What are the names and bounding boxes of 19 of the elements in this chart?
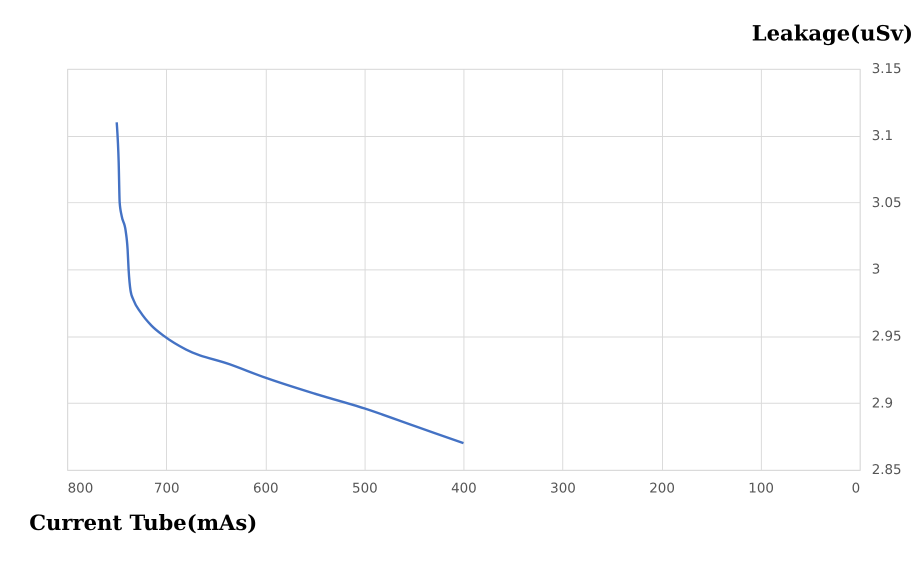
y-tick-label: 3.1 xyxy=(872,128,894,144)
y-tick-label: 2.9 xyxy=(872,396,894,412)
y-tick-label: 2.95 xyxy=(872,330,902,345)
y-tick-label: 3.05 xyxy=(872,196,902,211)
x-tick-label: 700 xyxy=(154,481,180,496)
line-series xyxy=(116,121,465,444)
x-tick-label: 0 xyxy=(852,481,860,496)
y-tick-label: 2.85 xyxy=(872,463,902,478)
x-tick-label: 300 xyxy=(550,481,576,496)
x-tick-label: 500 xyxy=(352,481,378,496)
x-tick-label: 600 xyxy=(252,481,279,496)
y-tick-label: 3 xyxy=(872,262,880,278)
x-tick-label: 800 xyxy=(68,481,94,496)
x-axis-title: Current Tube(mAs) xyxy=(29,510,258,535)
x-tick-label: 100 xyxy=(748,481,774,496)
x-tick-label: 400 xyxy=(451,481,477,496)
y-tick-label: 3.15 xyxy=(872,62,902,78)
x-tick-label: 200 xyxy=(649,481,675,496)
y-axis-title: Leakage(uSv) xyxy=(752,20,913,46)
